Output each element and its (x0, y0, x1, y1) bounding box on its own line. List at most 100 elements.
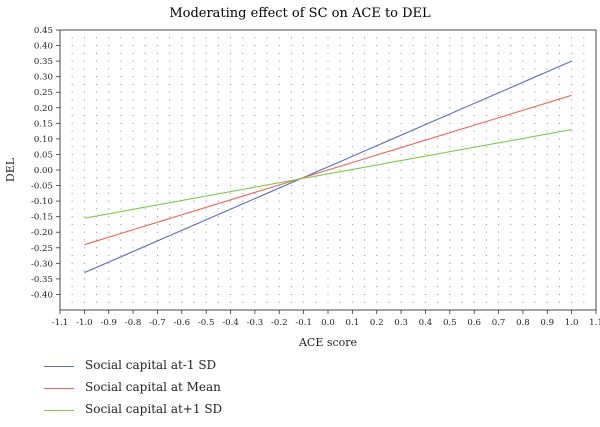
grid-dot (193, 270, 195, 272)
grid-dot (473, 68, 475, 70)
grid-dot (510, 301, 512, 303)
grid-dot (181, 177, 183, 179)
grid-dot (169, 239, 171, 241)
grid-dot (412, 270, 414, 272)
grid-dot (315, 146, 317, 148)
grid-dot (546, 192, 548, 194)
grid-dot (546, 262, 548, 264)
grid-dot (156, 169, 158, 171)
grid-dot (193, 185, 195, 187)
grid-dot (230, 293, 232, 295)
grid-dot (400, 52, 402, 54)
grid-dot (96, 91, 98, 93)
grid-dot (327, 262, 329, 264)
grid-dot (156, 262, 158, 264)
grid-dot (522, 153, 524, 155)
grid-dot (108, 247, 110, 249)
grid-dot (376, 161, 378, 163)
grid-dot (254, 216, 256, 218)
grid-dot (510, 208, 512, 210)
grid-dot (498, 107, 500, 109)
x-tick-label: -0.7 (149, 318, 166, 328)
grid-dot (242, 130, 244, 132)
grid-dot (364, 161, 366, 163)
legend-item-plus-sd: Social capital at+1 SD (44, 400, 344, 422)
grid-dot (449, 231, 451, 233)
grid-dot (424, 107, 426, 109)
grid-dot (400, 231, 402, 233)
grid-dot (327, 278, 329, 280)
y-tick-label: 0.30 (34, 73, 53, 83)
grid-dot (424, 200, 426, 202)
y-tick-label: -0.35 (31, 275, 53, 285)
grid-dot (83, 138, 85, 140)
grid-dot (83, 122, 85, 124)
grid-dot (558, 68, 560, 70)
grid-dot (71, 52, 73, 54)
grid-dot (522, 255, 524, 257)
grid-dot (424, 52, 426, 54)
grid-dot (364, 122, 366, 124)
grid-dot (156, 293, 158, 295)
grid-dot (498, 247, 500, 249)
grid-dot (583, 37, 585, 39)
grid-dot (181, 216, 183, 218)
grid-dot (254, 138, 256, 140)
grid-dot (583, 293, 585, 295)
grid-dot (144, 161, 146, 163)
grid-dot (583, 286, 585, 288)
grid-dot (364, 107, 366, 109)
grid-dot (120, 247, 122, 249)
grid-dot (144, 293, 146, 295)
grid-dot (522, 278, 524, 280)
grid-dot (571, 130, 573, 132)
grid-dot (193, 239, 195, 241)
grid-dot (120, 115, 122, 117)
grid-dot (388, 247, 390, 249)
grid-dot (583, 76, 585, 78)
grid-dot (217, 122, 219, 124)
grid-dot (546, 138, 548, 140)
grid-dot (327, 192, 329, 194)
grid-dot (571, 247, 573, 249)
grid-dot (71, 76, 73, 78)
grid-dot (315, 208, 317, 210)
grid-dot (327, 91, 329, 93)
grid-dot (181, 301, 183, 303)
grid-dot (400, 68, 402, 70)
grid-dot (583, 115, 585, 117)
grid-dot (376, 177, 378, 179)
x-tick-label: 0.9 (540, 318, 554, 328)
grid-dot (400, 177, 402, 179)
grid-dot (278, 68, 280, 70)
grid-dot (315, 216, 317, 218)
grid-dot (96, 301, 98, 303)
grid-dot (266, 68, 268, 70)
grid-dot (83, 301, 85, 303)
grid-dot (120, 91, 122, 93)
grid-dot (400, 91, 402, 93)
grid-dot (449, 122, 451, 124)
grid-dot (498, 231, 500, 233)
grid-dot (522, 60, 524, 62)
grid-dot (546, 37, 548, 39)
grid-dot (108, 239, 110, 241)
grid-dot (290, 231, 292, 233)
grid-dot (424, 239, 426, 241)
grid-dot (534, 52, 536, 54)
grid-dot (71, 200, 73, 202)
grid-dot (193, 83, 195, 85)
legend-item-minus-sd: Social capital at-1 SD (44, 356, 344, 378)
grid-dot (571, 45, 573, 47)
grid-dot (376, 60, 378, 62)
grid-dot (546, 115, 548, 117)
grid-dot (485, 192, 487, 194)
grid-dot (388, 99, 390, 101)
grid-dot (364, 286, 366, 288)
grid-dot (315, 153, 317, 155)
grid-dot (242, 122, 244, 124)
grid-dot (571, 185, 573, 187)
grid-dot (242, 278, 244, 280)
grid-dot (412, 247, 414, 249)
grid-dot (510, 177, 512, 179)
